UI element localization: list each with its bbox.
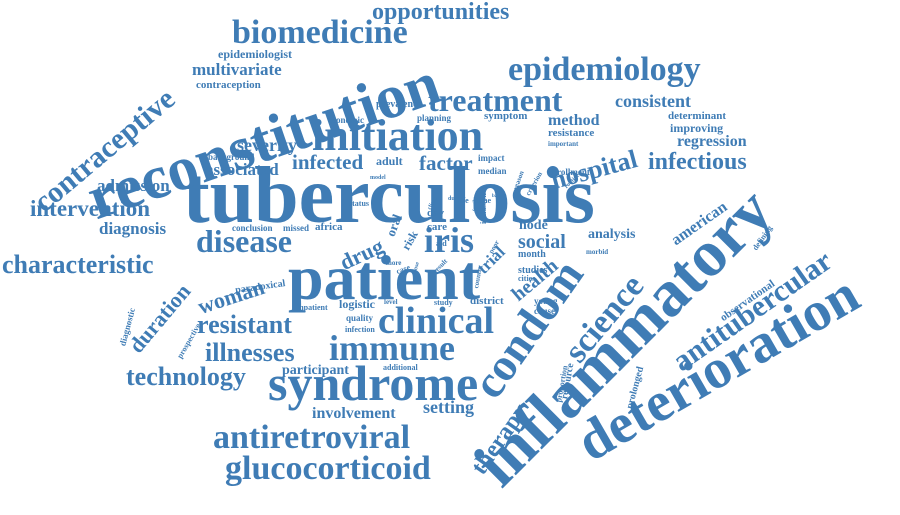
word: improving: [670, 121, 724, 135]
word: initiation: [312, 111, 484, 160]
word: adult: [376, 154, 403, 168]
word: infection: [345, 325, 375, 334]
word: aid: [436, 239, 447, 248]
word: resistance: [548, 127, 595, 139]
word: country: [472, 264, 485, 289]
word: associated: [205, 160, 279, 179]
word: iris: [424, 220, 474, 260]
word: treatment: [428, 82, 563, 118]
word: inpatient: [297, 303, 328, 312]
word: regression: [677, 133, 747, 150]
word: infected: [292, 150, 364, 174]
word: characteristic: [2, 250, 154, 279]
word: diagnosis: [99, 219, 167, 238]
word: setting: [423, 397, 474, 417]
word: basic: [492, 194, 503, 199]
word: more: [386, 259, 402, 267]
word: additional: [383, 363, 418, 372]
word: symptom: [484, 110, 528, 122]
word: antiretroviral: [213, 419, 411, 456]
word: district: [470, 295, 504, 307]
word: economic: [328, 115, 364, 125]
word: determinant: [668, 110, 727, 122]
word: inclusion: [479, 193, 488, 224]
word: glucocorticoid: [225, 450, 431, 487]
word: epidemiology: [508, 51, 701, 88]
word: clinical: [378, 300, 495, 342]
word: involvement: [312, 405, 396, 422]
word: status: [349, 199, 370, 208]
word: method: [548, 112, 600, 129]
word: resistant: [197, 310, 292, 339]
word: africa: [315, 221, 343, 233]
word: care: [427, 221, 447, 233]
word: biomedicine: [232, 14, 408, 51]
word: analysis: [588, 227, 636, 242]
word: quality: [346, 313, 374, 323]
word: background: [208, 152, 255, 162]
word: life: [458, 196, 469, 205]
word: day: [427, 207, 445, 219]
word: participant: [282, 363, 349, 378]
word: severity: [237, 135, 297, 155]
word: factor: [419, 151, 473, 175]
word: important: [548, 140, 579, 148]
word: infectious: [648, 149, 747, 175]
word: disease: [196, 223, 292, 259]
word: level: [384, 298, 398, 306]
word: multivariate: [192, 60, 282, 79]
word: illnesses: [205, 338, 295, 367]
word: logistic: [339, 297, 375, 311]
word: cause: [534, 306, 555, 316]
word: prevalence: [376, 99, 422, 110]
word: patient: [288, 242, 480, 313]
word: intervention: [30, 196, 151, 221]
word: epidemiologist: [218, 47, 292, 61]
word: syndrome: [268, 355, 479, 411]
word: median: [478, 166, 507, 176]
word: model: [370, 175, 386, 181]
word: missed: [283, 223, 310, 233]
word: time: [476, 196, 492, 205]
word: opportunities: [372, 0, 510, 25]
word: month: [518, 249, 546, 260]
word: dual: [448, 196, 460, 202]
word: young: [534, 296, 558, 306]
word: prospective: [175, 321, 203, 360]
word: conclusion: [232, 223, 273, 233]
word: tuberculosis: [183, 152, 595, 240]
word: admission: [97, 176, 170, 195]
word: technology: [126, 362, 246, 391]
word: consistent: [615, 91, 691, 111]
word: node: [519, 218, 548, 233]
word: studies: [518, 265, 548, 276]
word: social: [518, 231, 566, 253]
word: study: [434, 298, 453, 307]
word: planning: [417, 113, 452, 123]
word: cities: [518, 274, 536, 283]
word: morbid: [586, 248, 609, 256]
word: immune: [329, 328, 455, 368]
word: enrollment: [548, 167, 590, 177]
word: contraception: [196, 79, 261, 91]
word: family: [473, 197, 478, 211]
word: impact: [478, 153, 505, 163]
